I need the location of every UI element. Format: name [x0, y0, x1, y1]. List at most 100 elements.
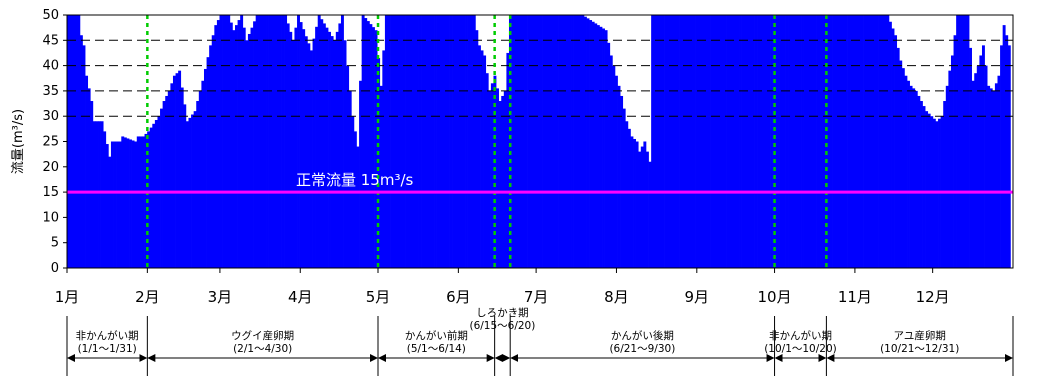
bar [589, 20, 593, 269]
bar [819, 15, 823, 268]
bar [152, 123, 156, 268]
bar [483, 55, 487, 269]
bar [172, 75, 176, 268]
x-tick-label: 7月 [524, 288, 549, 306]
y-tick-label: 0 [51, 261, 59, 276]
bar [356, 146, 360, 268]
bar [759, 15, 763, 268]
bar [1000, 45, 1004, 268]
bar [304, 36, 308, 268]
bar [165, 95, 169, 269]
period-name: ウグイ産卵期 [231, 329, 294, 342]
period-range: (1/1～1/31) [78, 343, 137, 355]
bar [403, 15, 406, 268]
bar [638, 151, 642, 268]
bar [118, 141, 122, 268]
bar [529, 15, 533, 268]
bar [583, 16, 587, 268]
bar [501, 95, 505, 269]
bar [465, 15, 468, 268]
period-range: (10/1～10/20) [764, 343, 837, 355]
bar [1007, 45, 1011, 268]
bar [472, 15, 476, 268]
bar [612, 65, 616, 268]
x-tick-label: 3月 [208, 288, 233, 306]
bar [103, 131, 107, 268]
bar [193, 111, 197, 268]
bar [126, 138, 130, 268]
bar [850, 15, 854, 268]
period-name: 非かんがい期 [76, 329, 139, 342]
bar [346, 65, 350, 268]
bar [297, 15, 300, 268]
bar [981, 45, 985, 268]
x-tick-label: 5月 [366, 288, 391, 306]
bar [565, 15, 569, 268]
bar [371, 27, 375, 268]
bar [488, 90, 492, 269]
x-tick-label: 12月 [916, 288, 950, 306]
bar [891, 28, 895, 268]
bar [832, 15, 835, 268]
bar [418, 15, 422, 268]
bar [653, 15, 657, 268]
bar [387, 15, 391, 268]
period-name: かんがい前期 [405, 329, 468, 342]
bar [614, 75, 618, 268]
bar [87, 88, 91, 269]
bar [596, 25, 600, 269]
bar [333, 40, 337, 268]
period-range: (10/21～12/31) [880, 343, 959, 355]
dashed-gridlines [67, 39, 1013, 117]
bar [971, 80, 975, 268]
bar [555, 15, 559, 268]
bar [446, 15, 450, 268]
bar [625, 121, 629, 268]
bar [255, 15, 259, 268]
bar [718, 15, 722, 268]
bar [728, 15, 732, 268]
bar [648, 161, 652, 268]
bar [702, 15, 706, 268]
bar [219, 15, 223, 268]
bar [901, 68, 905, 268]
bar [689, 15, 693, 268]
bar [739, 15, 742, 268]
bar [764, 15, 768, 268]
bar [400, 15, 404, 268]
bar [912, 88, 916, 269]
bar [842, 15, 846, 268]
bar [813, 15, 817, 268]
bar [563, 15, 567, 268]
bar [480, 50, 484, 268]
bar [744, 15, 748, 268]
bar [710, 15, 714, 268]
bar [95, 121, 99, 268]
bar [162, 101, 166, 269]
bar [888, 21, 892, 268]
bar [878, 15, 882, 268]
bar [914, 90, 918, 269]
bar [552, 15, 556, 268]
bar [586, 18, 590, 269]
bar [630, 136, 634, 268]
bar [359, 80, 362, 268]
period-name: しろかき期 [476, 307, 529, 319]
bar [767, 15, 771, 268]
bar [493, 75, 497, 268]
bar [185, 121, 189, 268]
bar [806, 15, 810, 268]
bar [129, 139, 132, 268]
bar [645, 151, 649, 268]
bar [909, 85, 913, 268]
bar [85, 75, 89, 268]
bar [268, 15, 272, 268]
bar [521, 15, 525, 268]
bar [547, 15, 551, 268]
bar [863, 15, 867, 268]
bar [795, 15, 799, 268]
bar [216, 20, 220, 269]
bar [537, 15, 541, 268]
bar [377, 58, 381, 269]
